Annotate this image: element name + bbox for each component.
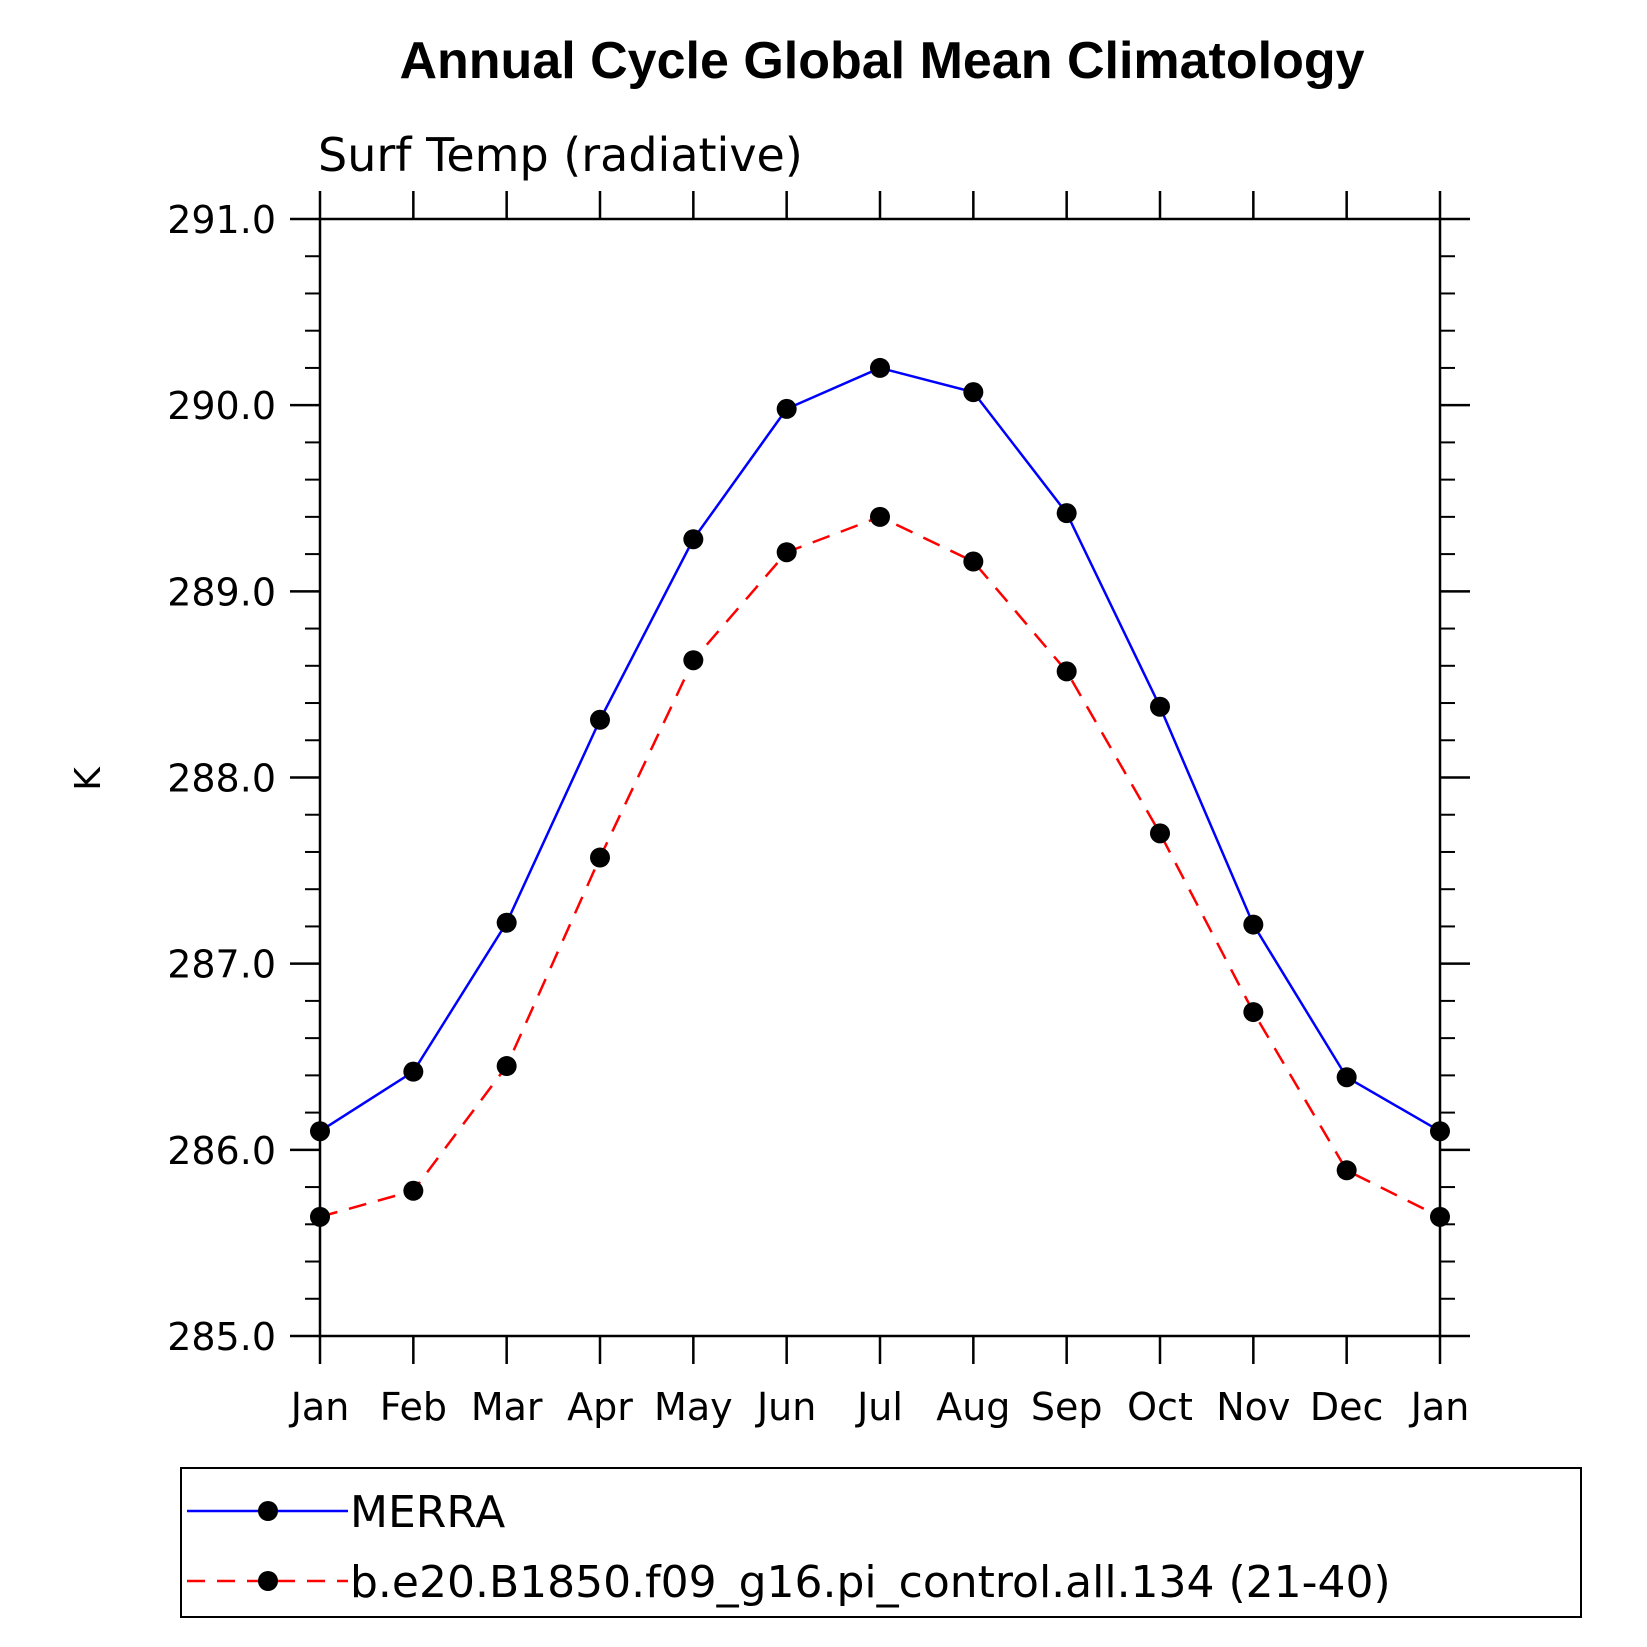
x-tick-label: May (654, 1385, 733, 1429)
data-point (403, 1180, 424, 1201)
legend-label-model: b.e20.B1850.f09_g16.pi_control.all.134 (… (350, 1557, 1391, 1608)
data-point (1430, 1121, 1450, 1142)
data-point (1056, 661, 1077, 682)
y-tick-label: 291.0 (167, 198, 276, 242)
data-point (963, 382, 984, 403)
x-tick-label: Jan (289, 1385, 350, 1429)
series-layer (310, 357, 1450, 1227)
data-point (496, 912, 517, 933)
plot-axes: Jan Feb Mar Apr May Jun Jul Aug Sep Oct Nov Dec Jan 2… (167, 191, 1470, 1429)
legend-box (180, 1467, 1582, 1618)
data-point (1336, 1160, 1357, 1181)
x-tick-label: Nov (1216, 1385, 1290, 1429)
legend-marker-model (258, 1571, 278, 1591)
legend-label-merra: MERRA (350, 1487, 505, 1538)
data-point (310, 1206, 330, 1227)
x-tick-label: Apr (567, 1385, 633, 1429)
data-point (683, 529, 704, 550)
chart-subtitle: Surf Temp (radiative) (318, 128, 803, 182)
x-tick-label: Mar (471, 1385, 543, 1429)
y-tick-label: 286.0 (167, 1129, 276, 1173)
data-point (496, 1056, 517, 1077)
x-tick-label: Dec (1310, 1385, 1384, 1429)
data-point (310, 1121, 330, 1142)
data-point (870, 357, 890, 378)
data-point (1056, 503, 1077, 524)
data-point (590, 847, 610, 868)
y-tick-label: 290.0 (167, 384, 276, 428)
data-point (963, 551, 984, 572)
data-point (1336, 1067, 1357, 1088)
legend: MERRA b.e20.B1850.f09_g16.pi_control.all… (180, 1467, 1582, 1618)
y-tick-label: 288.0 (167, 757, 276, 801)
y-tick-label: 287.0 (167, 943, 276, 987)
data-point (1150, 696, 1170, 717)
y-tick-label: 285.0 (167, 1315, 276, 1359)
y-axis-label: K (68, 766, 109, 791)
data-point (683, 650, 704, 671)
data-point (1243, 1002, 1264, 1023)
legend-marker-merra (258, 1501, 278, 1521)
chart-title: Annual Cycle Global Mean Climatology (399, 32, 1364, 90)
data-point (870, 506, 890, 527)
x-tick-label: Aug (936, 1385, 1010, 1429)
x-tick-label: Sep (1031, 1385, 1103, 1429)
x-tick-label: Oct (1127, 1385, 1193, 1429)
series-line-0 (319, 366, 1441, 1133)
data-point (776, 398, 797, 419)
series-line-1 (319, 515, 1441, 1219)
data-point (403, 1061, 424, 1082)
x-tick-label: Feb (380, 1385, 447, 1429)
data-point (590, 709, 610, 730)
data-point (1243, 914, 1264, 935)
y-tick-label: 289.0 (167, 570, 276, 614)
x-tick-label: Jan (1409, 1385, 1470, 1429)
data-point (1430, 1206, 1450, 1227)
plot-frame (318, 217, 1442, 1338)
data-point (776, 542, 797, 563)
x-tick-label: Jun (755, 1385, 816, 1429)
data-point (1150, 823, 1170, 844)
x-tick-label: Jul (855, 1385, 903, 1429)
